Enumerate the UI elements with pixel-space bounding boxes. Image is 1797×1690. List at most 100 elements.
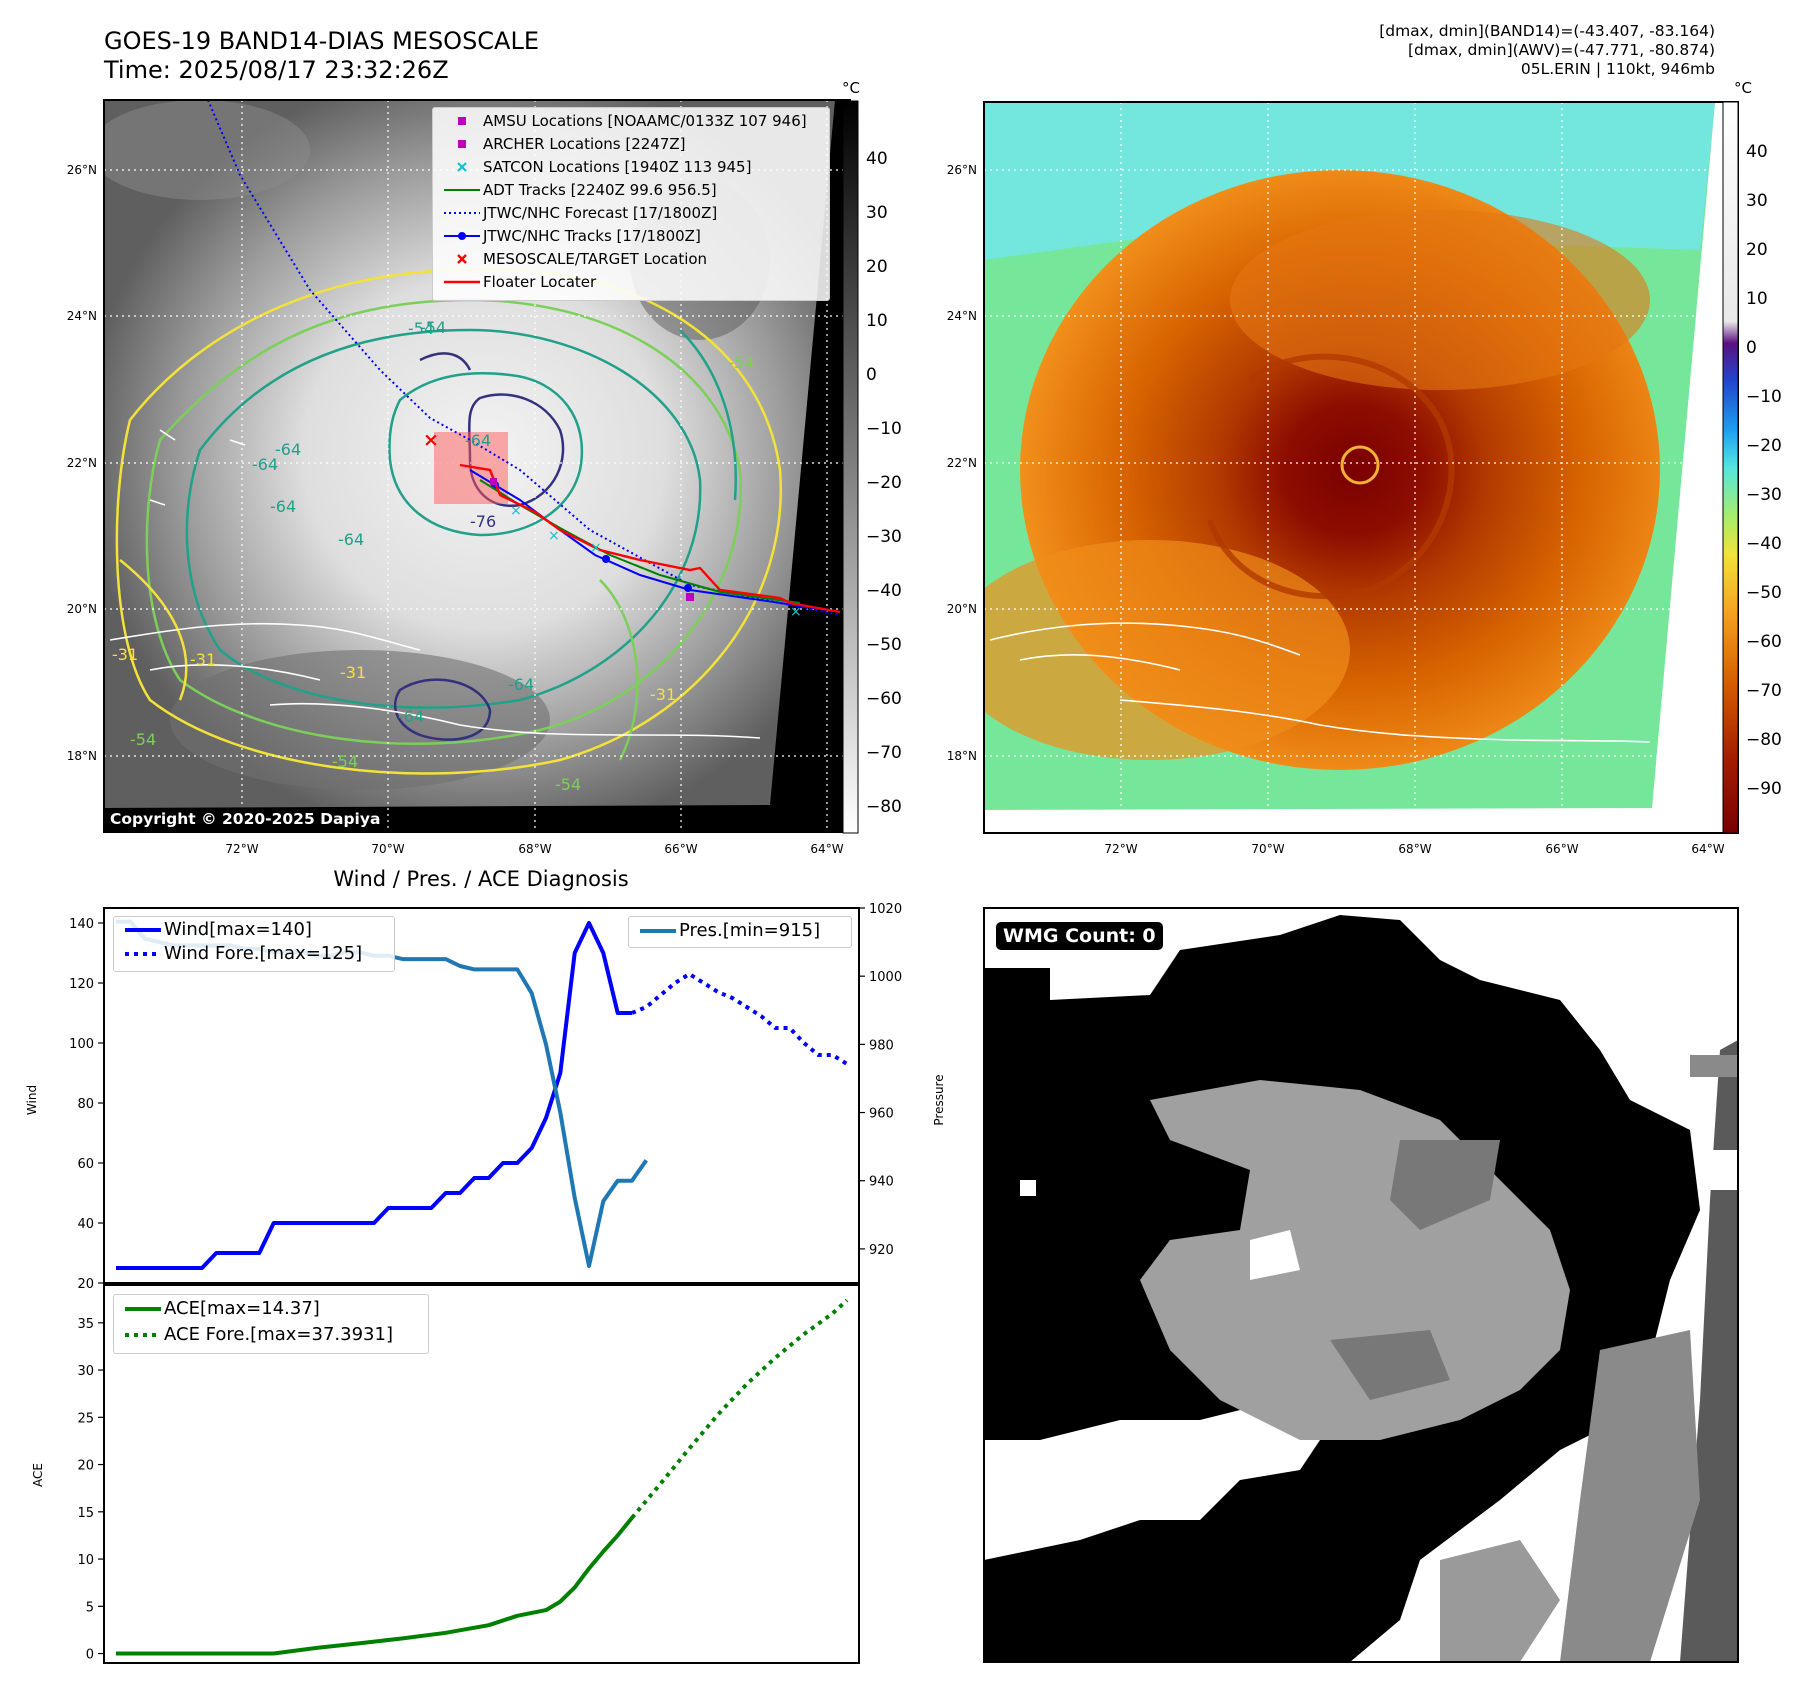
wmg-count-label: WMG Count: 0 bbox=[996, 922, 1163, 950]
y2-tick-label: 1000 bbox=[869, 970, 902, 985]
svg-text:×: × bbox=[590, 540, 602, 556]
contour-label: -64 bbox=[252, 455, 278, 474]
line-icon bbox=[122, 1298, 164, 1320]
y-tick-label: 35 bbox=[77, 1317, 94, 1332]
map-legend: AMSU Locations [NOAAMC/0133Z 107 946] AR… bbox=[432, 107, 830, 301]
legend-label: ACE[max=14.37] bbox=[164, 1298, 320, 1319]
legend-item-forecast: JTWC/NHC Forecast [17/1800Z] bbox=[441, 202, 717, 224]
map1-ticks: 26°N 24°N 22°N 20°N 18°N 72°W 70°W 68°W … bbox=[67, 163, 844, 856]
line-icon bbox=[637, 920, 679, 942]
lat-tick: 18°N bbox=[67, 749, 97, 763]
colorbar-tick: −40 bbox=[866, 581, 902, 601]
ace-series-line bbox=[116, 1516, 634, 1656]
contour-label: -54 bbox=[555, 775, 581, 794]
legend-label: ARCHER Locations [2247Z] bbox=[483, 135, 686, 153]
colorbar-tick: 20 bbox=[1746, 240, 1768, 260]
lat-tick: 24°N bbox=[947, 309, 977, 323]
contour-label: -54 bbox=[408, 319, 434, 338]
contour-label: -64 bbox=[508, 675, 534, 694]
contour-label: -54 bbox=[420, 318, 446, 337]
y-tick-label: 20 bbox=[77, 1277, 94, 1292]
y-tick-label: 100 bbox=[69, 1037, 94, 1052]
legend-item-wind-forecast: Wind Fore.[max=125] bbox=[122, 943, 362, 965]
colorbar-tick: −40 bbox=[1746, 534, 1782, 554]
lon-tick: 70°W bbox=[1251, 842, 1284, 856]
legend-item-floater: Floater Locater bbox=[441, 271, 596, 293]
y2-tick-label: 1020 bbox=[869, 902, 902, 917]
svg-text:×: × bbox=[510, 503, 522, 519]
legend-label: ACE Fore.[max=37.3931] bbox=[164, 1324, 393, 1345]
header-right: [dmax, dmin](BAND14)=(-43.407, -83.164) … bbox=[1215, 22, 1715, 79]
lat-tick: 24°N bbox=[67, 309, 97, 323]
header-right-line-1: [dmax, dmin](BAND14)=(-43.407, -83.164) bbox=[1379, 22, 1715, 40]
wind-forecast-series-line bbox=[631, 972, 849, 1066]
figure-title: GOES-19 BAND14-DIAS MESOSCALE Time: 2025… bbox=[104, 27, 539, 85]
contour-label: -64 bbox=[465, 431, 491, 450]
legend-item-archer: ARCHER Locations [2247Z] bbox=[441, 133, 686, 155]
y-tick-label: 40 bbox=[77, 1217, 94, 1232]
wind-series-line bbox=[116, 921, 632, 1270]
svg-text:×: × bbox=[548, 528, 560, 544]
colorbar-tick: 30 bbox=[866, 203, 888, 223]
lon-tick: 64°W bbox=[1691, 842, 1724, 856]
colorbar-tick: 40 bbox=[1746, 142, 1768, 162]
legend-item-ace: ACE[max=14.37] bbox=[122, 1298, 320, 1320]
legend-label: MESOSCALE/TARGET Location bbox=[483, 250, 708, 268]
colorbar-tick: 40 bbox=[866, 149, 888, 169]
colorbar-tick: −80 bbox=[1746, 730, 1782, 750]
square-marker-icon bbox=[441, 133, 483, 155]
colorbar-tick: 20 bbox=[866, 257, 888, 277]
colorbar-2-ticks: °C 40 30 20 10 0 −10 −20 −30 −40 −50 −60… bbox=[1734, 79, 1782, 799]
square-marker-icon bbox=[441, 110, 483, 132]
y2-tick-label: 980 bbox=[869, 1038, 894, 1053]
contour-label: -64 bbox=[270, 497, 296, 516]
legend-item-wind: Wind[max=140] bbox=[122, 919, 312, 941]
colorbar-tick: −20 bbox=[1746, 436, 1782, 456]
title-line-2: Time: 2025/08/17 23:32:26Z bbox=[104, 56, 449, 84]
legend-item-pressure: Pres.[min=915] bbox=[637, 920, 820, 942]
legend-item-satcon: SATCON Locations [1940Z 113 945] bbox=[441, 156, 751, 178]
contour-label: -31 bbox=[190, 650, 216, 669]
header-right-line-3: 05L.ERIN | 110kt, 946mb bbox=[1520, 60, 1715, 78]
contour-label: -31 bbox=[650, 685, 676, 704]
legend-label: Floater Locater bbox=[483, 273, 597, 291]
colorbar-tick: −70 bbox=[1746, 681, 1782, 701]
line-icon bbox=[441, 271, 483, 293]
y2-tick-label: 960 bbox=[869, 1107, 894, 1122]
legend-label: ADT Tracks [2240Z 99.6 956.5] bbox=[483, 181, 717, 199]
lat-tick: 18°N bbox=[947, 749, 977, 763]
lat-tick: 20°N bbox=[947, 602, 977, 616]
lon-tick: 68°W bbox=[1398, 842, 1431, 856]
map-panel-2 bbox=[983, 101, 1739, 834]
map2-ticks: 26°N 24°N 22°N 20°N 18°N 72°W 70°W 68°W … bbox=[947, 163, 1725, 856]
colorbar-2 bbox=[1722, 101, 1739, 834]
y-tick-label: 5 bbox=[86, 1600, 94, 1615]
dotted-line-icon bbox=[441, 202, 483, 224]
colorbar-tick: −60 bbox=[1746, 632, 1782, 652]
colorbar-tick: −10 bbox=[866, 419, 902, 439]
lat-tick: 26°N bbox=[67, 163, 97, 177]
colorbar-tick: −70 bbox=[866, 743, 902, 763]
contour-label: -54 bbox=[332, 752, 358, 771]
svg-text:×: × bbox=[423, 429, 439, 451]
wind-axis-label: Wind bbox=[25, 1085, 39, 1115]
y-tick-label: 120 bbox=[69, 977, 94, 992]
y-tick-label: 140 bbox=[69, 917, 94, 932]
colorbar-tick: −30 bbox=[1746, 485, 1782, 505]
y-tick-label: 60 bbox=[77, 1157, 94, 1172]
legend-label: Wind Fore.[max=125] bbox=[164, 943, 363, 964]
colorbar-1-ticks: °C 40 30 20 10 0 −10 −20 −30 −40 −50 −60… bbox=[842, 79, 902, 817]
legend-item-target: MESOSCALE/TARGET Location bbox=[441, 248, 707, 270]
contour-label: -54 bbox=[130, 730, 156, 749]
colorbar-1 bbox=[842, 100, 859, 834]
copyright-label: Copyright © 2020-2025 Dapiya bbox=[104, 808, 387, 830]
svg-text:×: × bbox=[790, 604, 802, 620]
colorbar-tick: −60 bbox=[866, 689, 902, 709]
y-tick-label: 10 bbox=[77, 1553, 94, 1568]
colorbar-tick: −30 bbox=[866, 527, 902, 547]
colorbar-tick: −80 bbox=[866, 797, 902, 817]
legend-label: AMSU Locations [NOAAMC/0133Z 107 946] bbox=[483, 112, 807, 130]
chart-title: Wind / Pres. / ACE Diagnosis bbox=[333, 867, 628, 891]
colorbar-tick: 10 bbox=[1746, 289, 1768, 309]
